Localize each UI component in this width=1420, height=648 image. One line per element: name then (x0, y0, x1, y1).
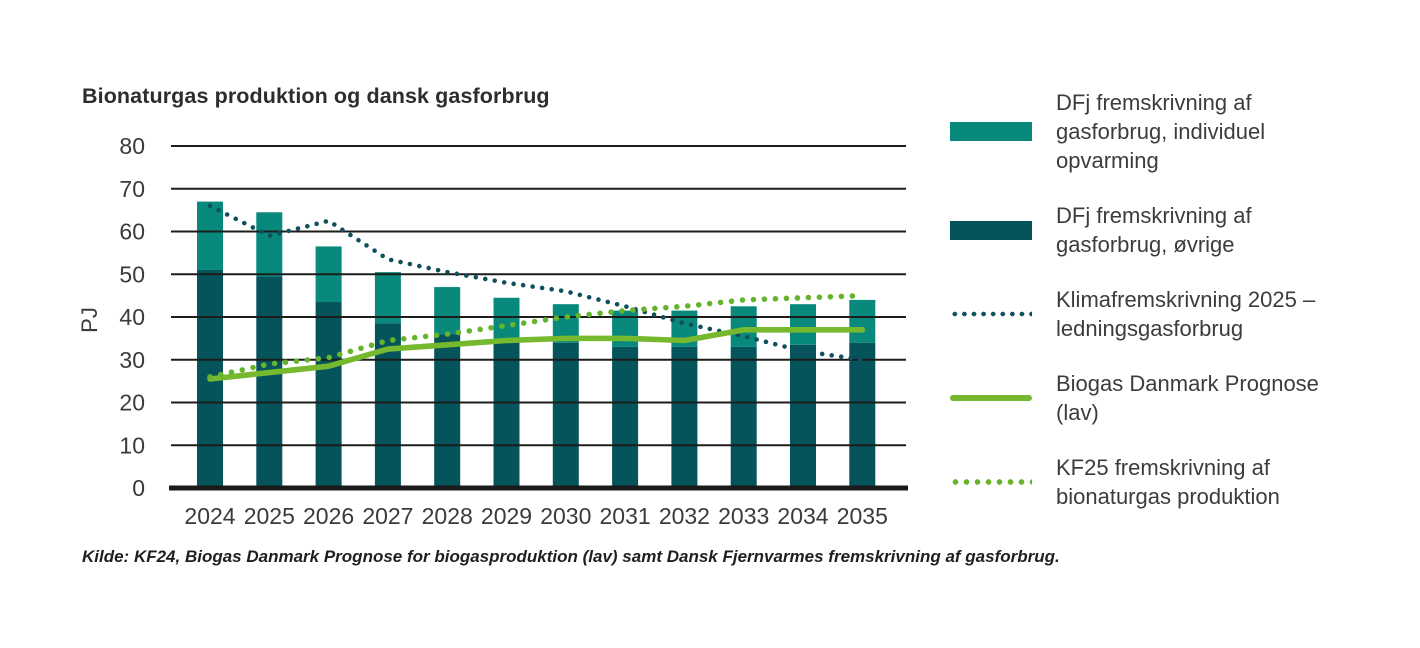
x-tick-2028: 2028 (422, 503, 473, 529)
bar-2029-ovrige (493, 340, 520, 488)
x-tick-2025: 2025 (244, 503, 295, 529)
bar-2032-ovrige (671, 346, 698, 488)
legend-item-biogas-prognose: Biogas Danmark Prognose (lav) (950, 369, 1370, 427)
bar-2028-ovrige (434, 334, 461, 488)
x-tick-labels: 2024 2025 2026 2027 2028 2029 2030 2031 2032 2033… (184, 503, 887, 529)
legend-label: KF25 fremskrivning af bionaturgas produk… (1056, 455, 1280, 509)
bar-2027-individuel (374, 272, 401, 324)
legend-swatch-dark-dotted-line (950, 308, 1032, 320)
y-tick-40: 40 (119, 304, 145, 330)
legend-item-dfj-ovrige: DFj fremskrivning af gasforbrug, øvrige (950, 201, 1370, 259)
legend-label: DFj fremskrivning af gasforbrug, individ… (1056, 90, 1266, 173)
line-series-0 (207, 203, 865, 363)
x-tick-2030: 2030 (540, 503, 591, 529)
bar-2034-individuel (790, 304, 816, 345)
x-tick-2027: 2027 (362, 503, 413, 529)
source-note: Kilde: KF24, Biogas Danmark Prognose for… (82, 547, 1060, 566)
x-tick-2026: 2026 (303, 503, 354, 529)
legend-label: DFj fremskrivning af gasforbrug, øvrige (1056, 203, 1252, 257)
bar-2025-individuel (256, 212, 283, 277)
bar-2031-ovrige (612, 346, 639, 488)
legend-label: Klimafremskrivning 2025 –ledningsgasforb… (1056, 287, 1316, 341)
bars-group (197, 201, 876, 488)
bar-2035-ovrige (849, 342, 876, 488)
legend-label: Biogas Danmark Prognose (lav) (1056, 371, 1319, 425)
bar-2028-individuel (434, 287, 461, 335)
legend-swatch-darkteal-bar (950, 220, 1032, 240)
legend-item-klimafremskrivning: Klimafremskrivning 2025 –ledningsgasforb… (950, 285, 1370, 343)
x-tick-2029: 2029 (481, 503, 532, 529)
chart-title: Bionaturgas produktion og dansk gasforbr… (82, 84, 550, 108)
lines-group (207, 203, 866, 382)
y-tick-0: 0 (132, 475, 145, 501)
legend-swatch-green-solid-line (950, 395, 1032, 401)
bar-2025-ovrige (256, 276, 283, 488)
y-tick-20: 20 (119, 390, 145, 416)
y-tick-60: 60 (119, 219, 145, 245)
y-tick-10: 10 (119, 432, 145, 458)
bar-2030-ovrige (552, 342, 579, 488)
bar-2035-individuel (849, 299, 876, 343)
bar-2029-individuel (493, 297, 520, 341)
x-tick-2031: 2031 (600, 503, 651, 529)
line-series-2 (207, 292, 866, 380)
bar-2033-ovrige (730, 346, 757, 488)
y-tick-80: 80 (119, 133, 145, 159)
legend-swatch-teal-bar (950, 122, 1032, 141)
bar-2033-individuel (730, 306, 757, 347)
gridlines-group (171, 145, 906, 447)
y-tick-labels: 80 70 60 50 40 30 20 10 0 (119, 133, 145, 501)
legend-item-dfj-individuel: DFj fremskrivning af gasforbrug, individ… (950, 88, 1370, 175)
x-tick-2033: 2033 (718, 503, 769, 529)
y-tick-30: 30 (119, 347, 145, 373)
y-tick-50: 50 (119, 261, 145, 287)
x-tick-2024: 2024 (184, 503, 235, 529)
bar-2024-individuel (197, 201, 223, 270)
bar-2034-ovrige (790, 344, 816, 488)
bar-2026-ovrige (315, 302, 342, 488)
legend-swatch-green-dotted-line (950, 476, 1032, 488)
chart-legend: DFj fremskrivning af gasforbrug, individ… (950, 88, 1370, 511)
line-series-1 (207, 327, 866, 382)
y-axis-title: PJ (77, 307, 102, 333)
y-tick-70: 70 (119, 176, 145, 202)
legend-item-kf25: KF25 fremskrivning af bionaturgas produk… (950, 453, 1370, 511)
x-tick-2034: 2034 (777, 503, 828, 529)
x-tick-2032: 2032 (659, 503, 710, 529)
x-tick-2035: 2035 (837, 503, 888, 529)
